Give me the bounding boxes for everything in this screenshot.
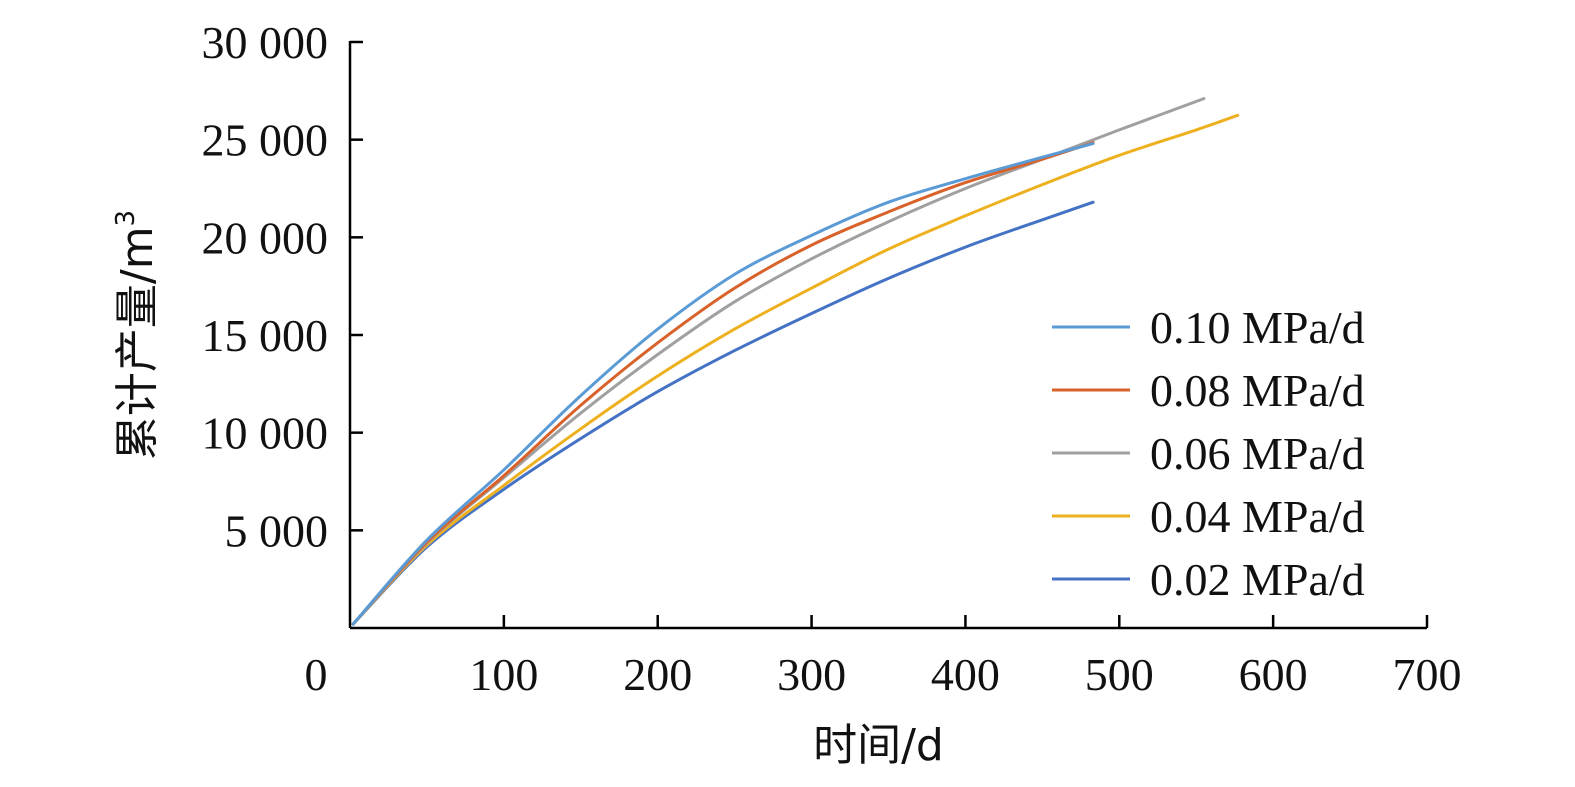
legend-label: 0.04 MPa/d — [1150, 491, 1365, 542]
legend-label: 0.02 MPa/d — [1150, 554, 1365, 605]
legend: 0.10 MPa/d 0.08 MPa/d 0.06 MPa/d 0.04 MPa/d… — [1052, 302, 1365, 605]
legend-label: 0.06 MPa/d — [1150, 428, 1365, 479]
y-tick-label: 10 000 — [202, 408, 329, 459]
y-tick-label: 15 000 — [202, 310, 329, 361]
x-tick-label: 300 — [777, 649, 846, 700]
y-tick-label: 30 000 — [202, 17, 329, 68]
x-tick-label: 200 — [623, 649, 692, 700]
y-tick-label: 25 000 — [202, 115, 329, 166]
series-line-0-02 — [351, 200, 1095, 626]
y-axis-title-superscript: 3 — [111, 210, 141, 227]
series-line-0-06 — [351, 97, 1206, 626]
x-axis-title: 时间/d — [813, 720, 944, 771]
y-axis-title-text: 累计产量/m — [112, 226, 163, 460]
ticks-layer: 5 000 10 000 15 000 20 000 25 000 30 000 0 100 2… — [202, 17, 1462, 700]
series-line-0-10 — [351, 142, 1095, 626]
series-line-0-08 — [351, 141, 1095, 626]
series-line-0-04 — [351, 113, 1240, 626]
x-tick-label: 600 — [1239, 649, 1308, 700]
legend-label: 0.10 MPa/d — [1150, 302, 1365, 353]
y-tick-label: 5 000 — [225, 505, 329, 556]
legend-label: 0.08 MPa/d — [1150, 365, 1365, 416]
x-tick-label: 400 — [931, 649, 1000, 700]
y-tick-label: 20 000 — [202, 212, 329, 263]
x-tick-label: 0 — [305, 649, 328, 700]
x-tick-label: 700 — [1393, 649, 1462, 700]
x-tick-label: 100 — [469, 649, 538, 700]
series-layer — [351, 97, 1240, 626]
x-tick-label: 500 — [1085, 649, 1154, 700]
y-axis-title: 累计产量/m3 — [111, 210, 163, 460]
